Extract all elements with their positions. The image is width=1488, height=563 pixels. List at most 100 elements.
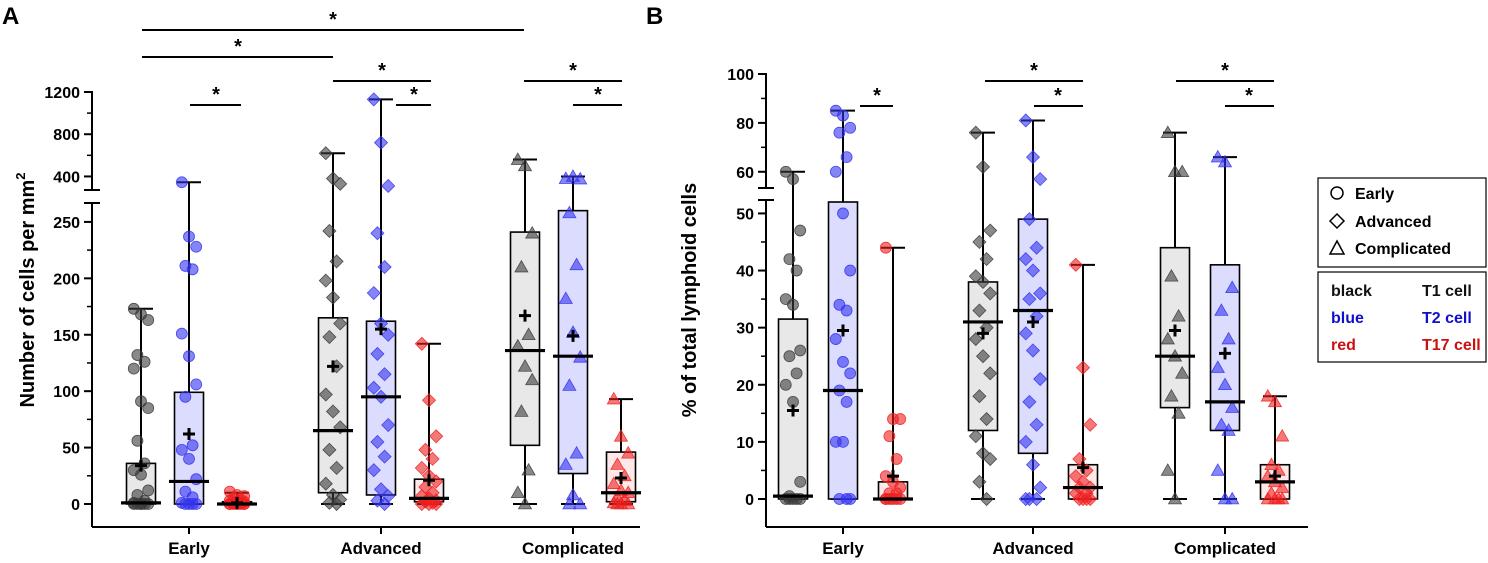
panel-a-complicated-t1-point xyxy=(525,225,540,239)
panel-b-early-t1-point xyxy=(783,350,796,363)
panel-a-advanced-t1-point xyxy=(318,387,333,402)
panel-b-early-t1-point xyxy=(783,253,796,266)
panel-a-complicated-t1-point xyxy=(521,327,536,341)
panel-a-significance-star-4: * xyxy=(378,60,386,82)
panel-b-ytick-label-upper-100: 100 xyxy=(727,67,754,84)
panel-a-advanced-t17-mean-marker xyxy=(423,474,435,487)
panel-a-complicated-t2-point xyxy=(562,205,577,219)
panel-a-early-t1-point xyxy=(127,362,140,375)
panel-letter-b: B xyxy=(646,3,663,30)
panel-b-advanced-t2-point xyxy=(1018,326,1033,341)
panel-b-complicated-t1-point xyxy=(1175,164,1190,178)
panel-b-advanced-t17-point xyxy=(1083,417,1098,432)
panel-b-advanced-t2-point xyxy=(1029,491,1044,507)
panel-b-complicated-t17-point xyxy=(1260,388,1275,402)
panel-a-complicated-t17-point xyxy=(610,457,625,470)
panel-b-complicated-t17-point xyxy=(1275,428,1290,442)
panel-b-complicated-t2-point xyxy=(1210,149,1225,163)
panel-b-complicated-t17-point xyxy=(1264,457,1279,471)
panel-a-advanced-t2-point xyxy=(377,496,392,512)
panel-a-complicated-t1-point xyxy=(514,259,529,273)
panel-b-early-t2-point xyxy=(837,435,849,448)
panel-a-advanced-t2-point xyxy=(377,367,392,382)
panel-a-early-t2-point xyxy=(183,452,195,465)
panel-b-advanced-t2-point xyxy=(1025,343,1041,358)
panel-a-advanced-t1-point xyxy=(318,146,333,161)
legend-shapes-box xyxy=(1317,177,1487,268)
panel-a-ytick-label-upper-1200: 1200 xyxy=(44,85,80,102)
panel-b-early-t1-point xyxy=(794,475,807,488)
panel-b-early-t17-point xyxy=(879,241,892,254)
panel-a-complicated-t17-point xyxy=(606,476,621,489)
panel-a-advanced-t17-point xyxy=(425,451,440,466)
panel-a-complicated-t2-point xyxy=(558,457,573,470)
panel-a-ytick-label-lower-100: 100 xyxy=(53,384,80,401)
panel-b-advanced-t1-point xyxy=(975,159,991,174)
panel-b-advanced-t2-point xyxy=(1033,286,1048,301)
panel-a-ytick-label-lower-250: 250 xyxy=(53,215,80,232)
panel-b-complicated-t1-point xyxy=(1160,463,1175,476)
panel-a-early-t1-point xyxy=(142,484,155,497)
panel-b-advanced-t1-point xyxy=(983,286,998,301)
panel-letter-a: A xyxy=(2,3,19,30)
panel-b-complicated-t17-mean-marker xyxy=(1269,470,1281,483)
panel-b-significance-star-1: * xyxy=(873,85,881,107)
panel-a-advanced-t1-point xyxy=(325,290,341,305)
panel-a-advanced-t2-point xyxy=(366,463,381,478)
panel-b-advanced-t2-point xyxy=(1018,434,1033,449)
panel-b-advanced-t1-point xyxy=(972,234,987,250)
panel-b-complicated-t2-point xyxy=(1217,154,1233,168)
panel-a-advanced-t1-point xyxy=(322,223,337,239)
panel-b-complicated-t2-point xyxy=(1214,417,1229,431)
panel-a-early-t2-point xyxy=(183,230,195,243)
panel-a-advanced-t1-point xyxy=(322,442,337,457)
panel-a-y-axis-label: Number of cells per mm2 xyxy=(13,172,39,407)
panel-b-ytick-label-upper-60: 60 xyxy=(736,165,754,182)
panel-b-advanced-t2-point xyxy=(1033,172,1048,187)
panel-b-complicated-t1-mean-marker xyxy=(1169,324,1181,337)
panel-a-complicated-t1-point xyxy=(521,462,536,476)
panel-a-complicated-t1-point xyxy=(510,485,525,498)
panel-b-advanced-t2-point xyxy=(1018,491,1033,507)
panel-a-advanced-t17-point xyxy=(429,429,444,444)
panel-b-early-t1-point xyxy=(779,165,792,178)
panel-a-complicated-t17-point xyxy=(610,496,625,510)
panel-b-ytick-label-lower-10: 10 xyxy=(736,435,754,452)
panel-a-complicated-t1-point xyxy=(517,359,533,372)
panel-a-advanced-t17-point xyxy=(414,336,429,351)
panel-b-significance-star-3: * xyxy=(1054,85,1062,107)
panel-a-advanced-t17-point xyxy=(429,496,444,512)
panel-a-advanced-t2-point xyxy=(381,327,396,342)
panel-b-ytick-label-lower-30: 30 xyxy=(736,321,754,338)
panel-a-advanced-t1-point xyxy=(322,329,337,345)
panel-a-advanced-t1-point xyxy=(333,316,348,331)
panel-b-early-t2-point xyxy=(837,109,849,122)
panel-a-early-t1-mean-marker xyxy=(135,459,147,472)
panel-b-complicated-t2-point xyxy=(1214,303,1229,316)
panel-b-category-label-early: Early xyxy=(822,539,864,558)
panel-b-advanced-t1-point xyxy=(983,451,998,467)
panel-b-advanced-t1-point xyxy=(979,252,994,267)
panel-b-early-t2-point xyxy=(829,333,842,345)
panel-a-advanced-t1-point xyxy=(333,176,348,191)
panel-b-complicated-t2-point xyxy=(1217,377,1233,391)
panel-a-complicated-t2-mean-marker xyxy=(567,329,579,342)
panel-b-advanced-t1-point xyxy=(979,411,994,427)
panel-b-advanced-t2-point xyxy=(1018,113,1033,128)
panel-a-complicated-t2-point xyxy=(558,291,573,304)
panel-a-advanced-t1-point xyxy=(318,273,333,288)
panel-a-early-t1-point xyxy=(142,314,155,326)
panel-a-complicated-t2-point xyxy=(573,171,588,185)
panel-b-complicated-t2-point xyxy=(1221,423,1236,436)
panel-b-early-t2-point xyxy=(829,165,842,178)
panel-b-early-t2-point xyxy=(833,126,846,139)
panel-b-complicated-t2-point xyxy=(1225,491,1240,505)
panel-b-early-t2-point xyxy=(844,367,857,380)
panel-b-advanced-t1-point xyxy=(968,332,983,347)
panel-a-advanced-t2-point xyxy=(377,259,392,275)
legend-color-black: black xyxy=(1331,283,1372,300)
panel-a-complicated-t2-point xyxy=(565,487,581,501)
panel-b-early-t2-point xyxy=(837,356,849,368)
panel-a-advanced-t2-point xyxy=(381,417,396,433)
